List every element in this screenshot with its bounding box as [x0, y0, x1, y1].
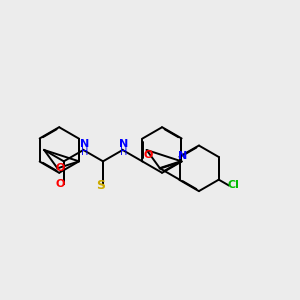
- Text: S: S: [96, 178, 105, 192]
- Text: N: N: [80, 139, 89, 149]
- Text: O: O: [56, 179, 65, 189]
- Text: H: H: [81, 147, 88, 157]
- Text: N: N: [119, 139, 128, 149]
- Text: N: N: [178, 151, 187, 161]
- Text: O: O: [143, 149, 152, 160]
- Text: O: O: [56, 163, 65, 173]
- Text: Cl: Cl: [227, 180, 239, 190]
- Text: H: H: [120, 147, 127, 157]
